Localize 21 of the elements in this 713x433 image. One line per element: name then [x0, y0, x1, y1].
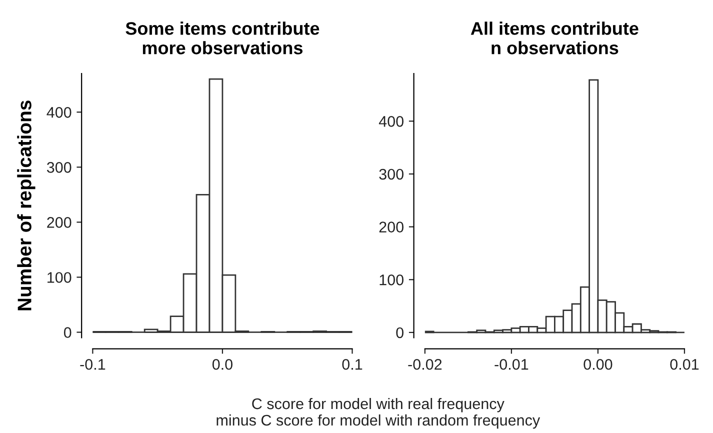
- y-axis-title: Number of replications: [17, 100, 36, 310]
- y-tick-label: 200: [379, 222, 404, 232]
- y-tick-label: 300: [379, 168, 404, 180]
- x-tick-label: 0.01: [670, 358, 699, 370]
- x-tick-label: -0.1: [80, 358, 106, 370]
- y-tick-label: 400: [378, 116, 404, 127]
- chart-title: All items contribute n observations: [470, 22, 638, 54]
- x-tick-label: 0.1: [342, 358, 362, 370]
- x-tick-label: 0.0: [212, 358, 232, 370]
- y-tick-label: 100: [48, 272, 72, 283]
- x-tick-label: 0.00: [584, 358, 612, 370]
- y-tick-label: 0: [396, 327, 404, 338]
- chart-title: Some items contribute more observations: [126, 22, 320, 54]
- y-tick-label: 200: [47, 217, 72, 228]
- y-tick-label: 400: [46, 106, 72, 118]
- x-tick-label: -0.01: [494, 358, 528, 370]
- y-tick-label: 300: [46, 162, 72, 173]
- x-axis-title: C score for model with real frequency minus C score for model with random frequency: [216, 398, 540, 429]
- x-tick-label: -0.02: [408, 358, 442, 370]
- y-tick-label: 0: [64, 327, 72, 338]
- y-tick-label: 100: [380, 274, 404, 286]
